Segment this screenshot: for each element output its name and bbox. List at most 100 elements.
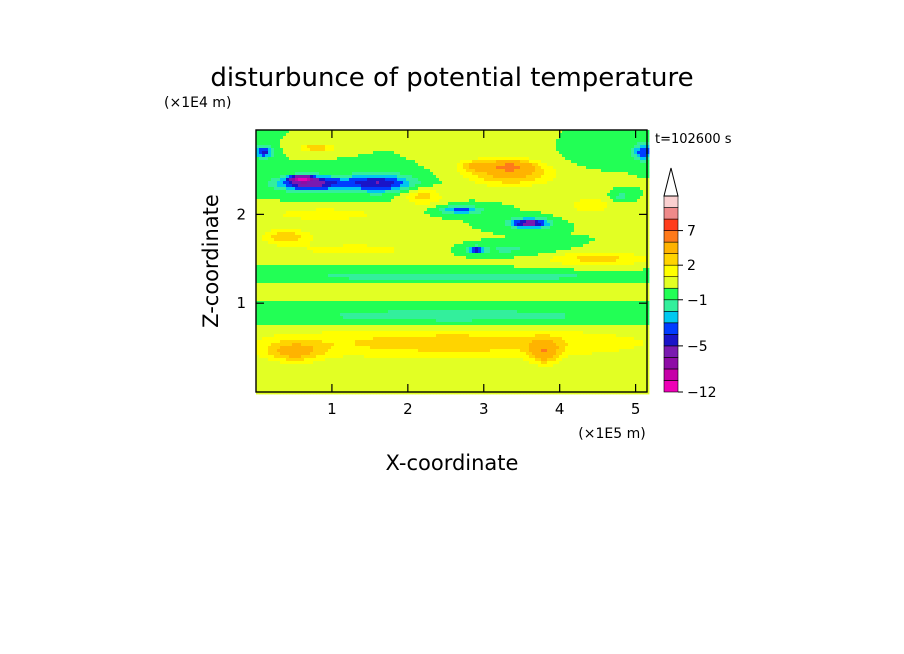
field-cell bbox=[472, 184, 476, 188]
field-cell bbox=[532, 157, 536, 161]
field-cell bbox=[499, 238, 503, 242]
field-cell bbox=[517, 151, 521, 155]
field-cell bbox=[301, 238, 305, 242]
field-cell bbox=[415, 187, 419, 191]
field-cell bbox=[643, 202, 647, 206]
field-cell bbox=[484, 169, 488, 173]
field-cell bbox=[607, 208, 611, 212]
field-cell bbox=[271, 151, 275, 155]
field-cell bbox=[322, 220, 326, 224]
field-cell bbox=[349, 181, 353, 185]
field-cell bbox=[424, 145, 428, 149]
field-cell bbox=[382, 235, 386, 239]
field-cell bbox=[355, 211, 359, 215]
field-cell bbox=[475, 145, 479, 149]
field-cell bbox=[418, 238, 422, 242]
field-cell bbox=[550, 202, 554, 206]
field-cell bbox=[337, 211, 341, 215]
field-cell bbox=[334, 136, 338, 140]
field-cell bbox=[448, 160, 452, 164]
field-cell bbox=[343, 136, 347, 140]
field-cell bbox=[484, 130, 488, 134]
field-cell bbox=[367, 166, 371, 170]
field-cell bbox=[472, 238, 476, 242]
field-cell bbox=[646, 181, 650, 185]
field-cell bbox=[535, 238, 539, 242]
field-cell bbox=[595, 214, 599, 218]
field-cell bbox=[316, 133, 320, 137]
field-cell bbox=[475, 142, 479, 146]
field-cell bbox=[448, 142, 452, 146]
field-cell bbox=[262, 199, 266, 203]
field-cell bbox=[481, 202, 485, 206]
field-cell bbox=[355, 241, 359, 245]
field-cell bbox=[577, 166, 581, 170]
field-cell bbox=[334, 232, 338, 236]
field-cell bbox=[589, 166, 593, 170]
field-cell bbox=[337, 238, 341, 242]
field-cell bbox=[517, 205, 521, 209]
field-cell bbox=[508, 220, 512, 224]
field-cell bbox=[472, 217, 476, 221]
field-cell bbox=[364, 133, 368, 137]
field-cell bbox=[256, 232, 260, 236]
field-cell bbox=[412, 232, 416, 236]
field-cell bbox=[262, 163, 266, 167]
field-cell bbox=[448, 205, 452, 209]
field-cell bbox=[388, 172, 392, 176]
field-cell bbox=[307, 190, 311, 194]
field-cell bbox=[562, 235, 566, 239]
field-cell bbox=[439, 226, 443, 230]
field-cell bbox=[286, 163, 290, 167]
field-cell bbox=[475, 190, 479, 194]
field-cell bbox=[454, 202, 458, 206]
field-cell bbox=[331, 229, 335, 233]
field-cell bbox=[466, 163, 470, 167]
field-cell bbox=[319, 181, 323, 185]
field-cell bbox=[499, 145, 503, 149]
field-cell bbox=[367, 205, 371, 209]
field-cell bbox=[364, 187, 368, 191]
field-cell bbox=[265, 238, 269, 242]
field-cell bbox=[580, 169, 584, 173]
field-cell bbox=[520, 130, 524, 134]
field-cell bbox=[343, 130, 347, 134]
field-cell bbox=[364, 226, 368, 230]
field-cell bbox=[388, 139, 392, 143]
field-cell bbox=[469, 172, 473, 176]
field-cell bbox=[307, 205, 311, 209]
field-cell bbox=[469, 184, 473, 188]
field-cell bbox=[469, 145, 473, 149]
field-cell bbox=[532, 187, 536, 191]
field-cell bbox=[631, 178, 635, 182]
field-cell bbox=[460, 238, 464, 242]
field-cell bbox=[508, 184, 512, 188]
field-cell bbox=[280, 184, 284, 188]
field-cell bbox=[343, 160, 347, 164]
field-cell bbox=[418, 178, 422, 182]
field-cell bbox=[442, 190, 446, 194]
field-cell bbox=[460, 220, 464, 224]
field-cell bbox=[349, 169, 353, 173]
field-cell bbox=[439, 220, 443, 224]
field-cell bbox=[616, 199, 620, 203]
field-cell bbox=[352, 208, 356, 212]
field-cell bbox=[343, 226, 347, 230]
field-cell bbox=[613, 148, 617, 152]
field-cell bbox=[430, 142, 434, 146]
field-cell bbox=[367, 133, 371, 137]
field-cell bbox=[637, 190, 641, 194]
field-cell bbox=[646, 193, 650, 197]
field-cell bbox=[289, 208, 293, 212]
field-cell bbox=[529, 166, 533, 170]
field-cell bbox=[526, 214, 530, 218]
field-cell bbox=[586, 217, 590, 221]
field-cell bbox=[295, 226, 299, 230]
field-cell bbox=[604, 142, 608, 146]
field-cell bbox=[433, 175, 437, 179]
field-cell bbox=[601, 232, 605, 236]
field-cell bbox=[319, 223, 323, 227]
field-cell bbox=[400, 154, 404, 158]
field-cell bbox=[544, 226, 548, 230]
field-cell bbox=[460, 235, 464, 239]
